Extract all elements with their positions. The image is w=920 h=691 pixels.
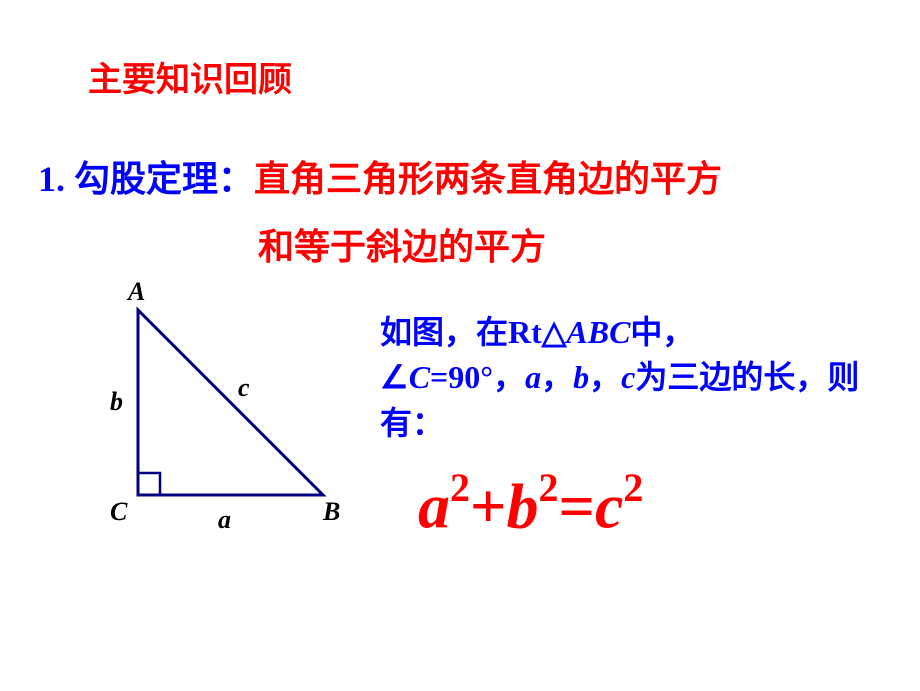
desc-t2: 中， — [630, 314, 694, 350]
desc-angle: ∠ — [380, 359, 409, 395]
theorem-line-1: 1. 勾股定理：直角三角形两条直角边的平方 — [38, 150, 722, 202]
vertex-B-label: B — [322, 497, 340, 526]
desc-t1: 如图，在 — [380, 314, 508, 350]
theorem-name: 勾股定理： — [74, 159, 254, 199]
formula-c: c — [595, 470, 623, 541]
desc-cvar: C — [409, 359, 430, 395]
side-a-label: a — [218, 505, 231, 534]
formula-plus: + — [470, 470, 506, 541]
formula-sq1: 2 — [450, 465, 470, 510]
desc-c: c — [621, 359, 635, 395]
formula-a: a — [418, 470, 450, 541]
desc-comma3: ， — [589, 359, 621, 395]
triangle-shape — [138, 310, 323, 495]
section-title: 主要知识回顾 — [88, 52, 292, 101]
desc-comma2: ， — [541, 359, 573, 395]
desc-eq90: =90° — [430, 359, 493, 395]
desc-rt: Rt — [508, 314, 542, 350]
formula-b: b — [506, 470, 538, 541]
formula-sq3: 2 — [623, 465, 643, 510]
description-text: 如图，在Rt△ABC中， ∠C=90°，a，b，c为三边的长，则有： — [380, 310, 890, 446]
theorem-statement-1: 直角三角形两条直角边的平方 — [254, 159, 722, 199]
side-c-label: c — [238, 373, 250, 402]
formula-sq2: 2 — [538, 465, 558, 510]
side-b-label: b — [110, 387, 123, 416]
formula-eq: = — [558, 470, 594, 541]
desc-abc: ABC — [566, 314, 630, 350]
theorem-statement-2: 和等于斜边的平方 — [258, 218, 546, 270]
vertex-A-label: A — [126, 280, 145, 306]
right-angle-marker — [138, 473, 160, 495]
pythagorean-formula: a2+b2=c2 — [418, 468, 643, 543]
desc-tri: △ — [542, 314, 567, 350]
desc-b: b — [573, 359, 589, 395]
vertex-C-label: C — [110, 497, 128, 526]
desc-a: a — [525, 359, 541, 395]
theorem-number: 1. — [38, 159, 65, 199]
desc-comma1: ， — [493, 359, 525, 395]
triangle-diagram: A C B b a c — [98, 280, 358, 538]
